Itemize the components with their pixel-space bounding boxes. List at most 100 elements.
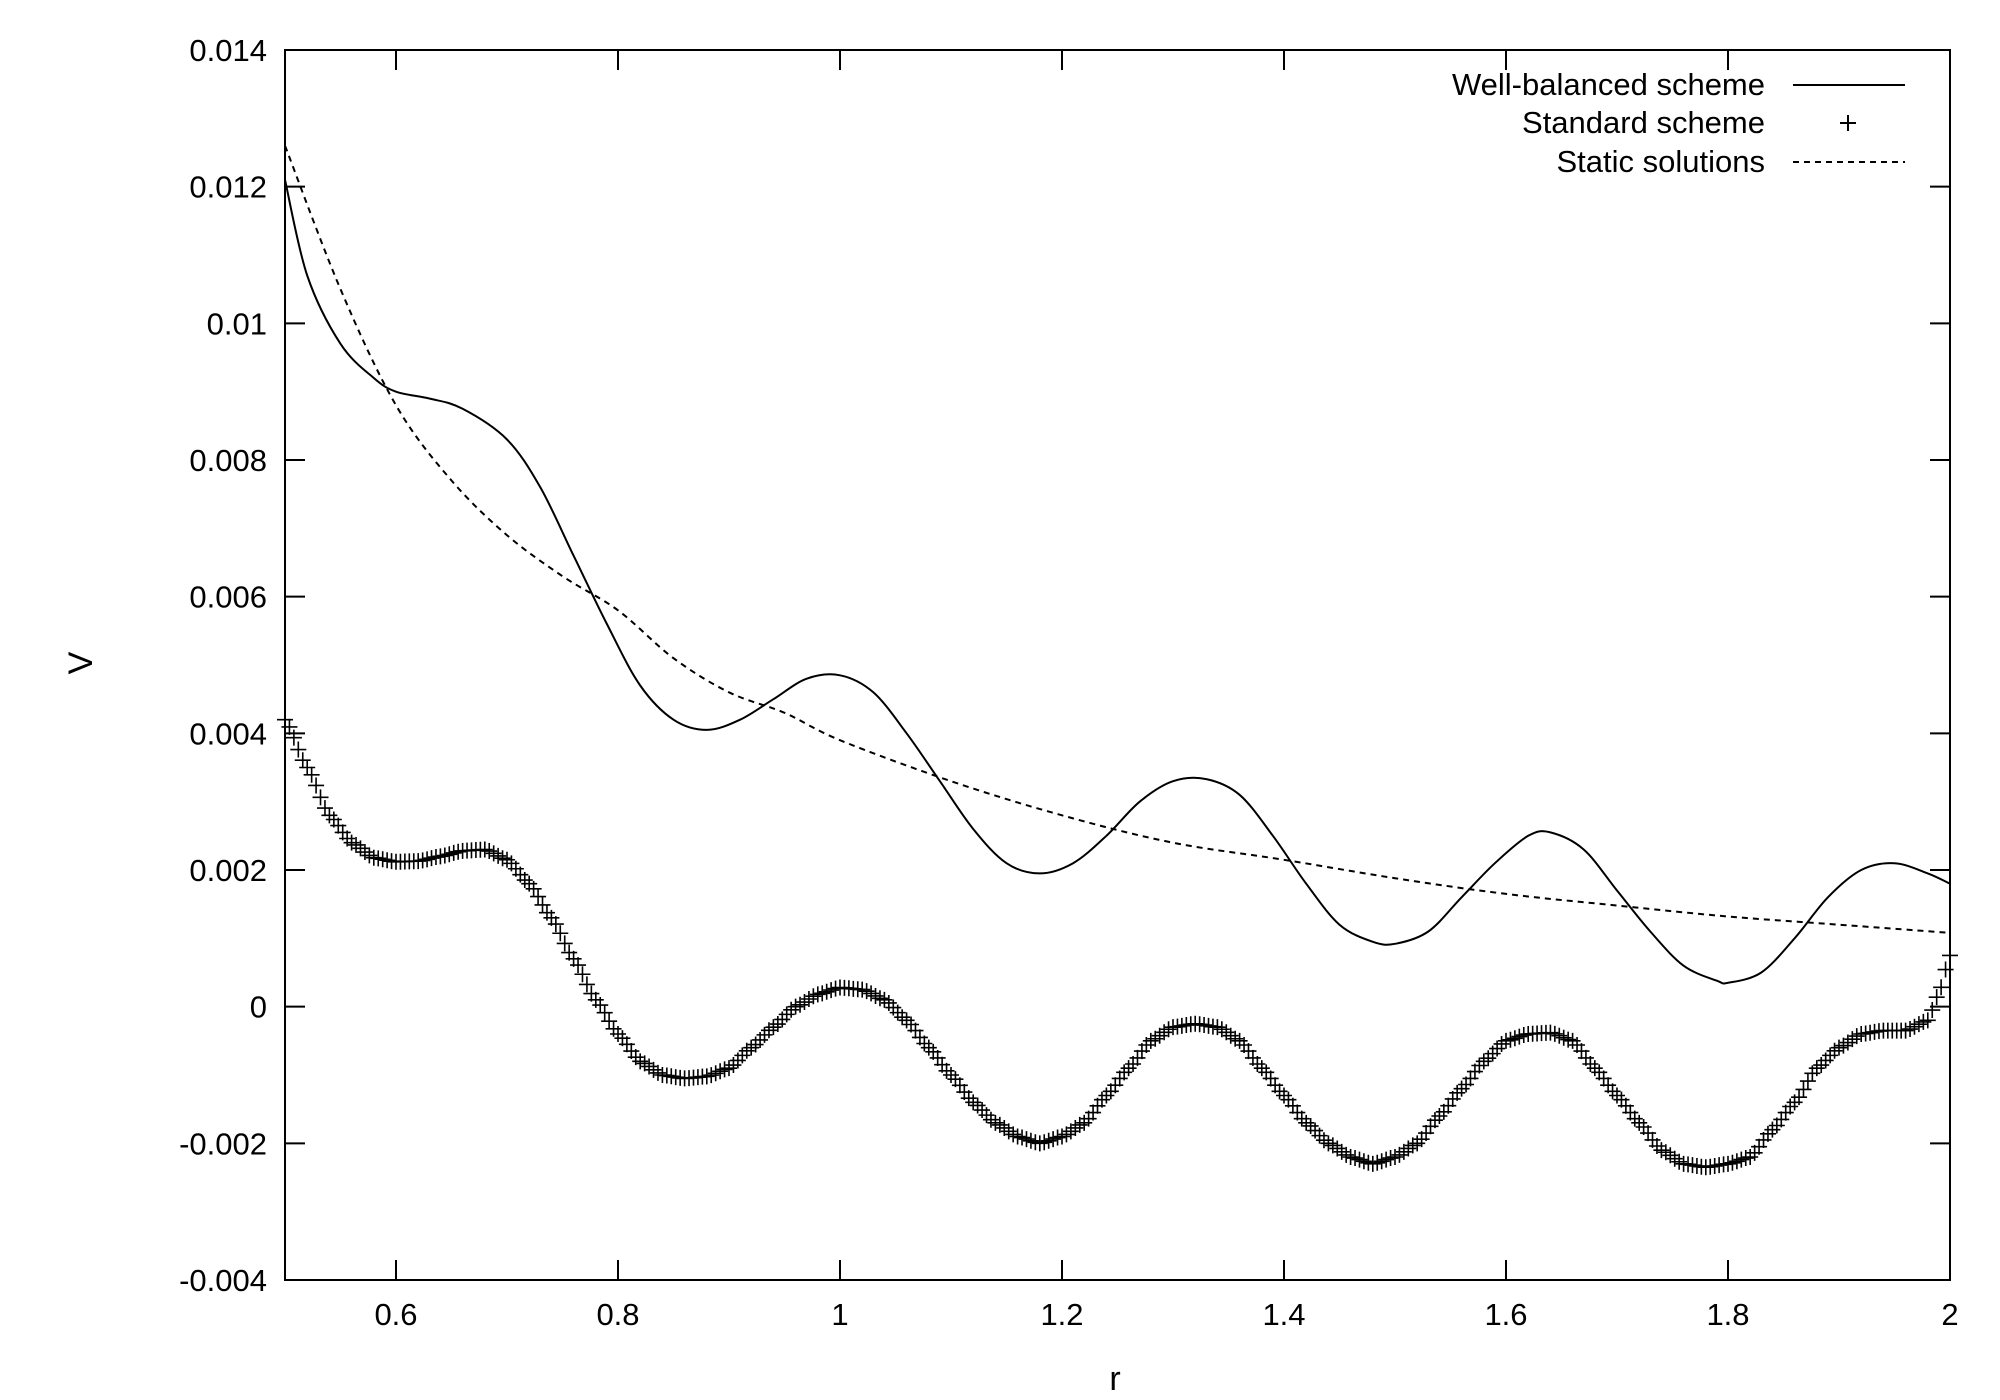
standard-scheme-point — [618, 1036, 635, 1053]
x-tick-label: 1 — [831, 1297, 848, 1332]
standard-scheme-point — [1910, 1016, 1927, 1033]
standard-scheme-point — [1506, 1030, 1523, 1047]
standard-scheme-point — [1271, 1083, 1288, 1100]
standard-scheme-point — [1475, 1053, 1492, 1070]
standard-scheme-point — [951, 1077, 968, 1094]
standard-scheme-point — [965, 1094, 982, 1111]
y-tick-label: -0.004 — [179, 1263, 267, 1298]
y-tick-label: 0 — [250, 990, 267, 1025]
standard-scheme-point — [516, 872, 533, 889]
standard-scheme-point — [760, 1022, 777, 1039]
standard-scheme-point — [330, 817, 347, 834]
standard-scheme-point — [1609, 1087, 1625, 1104]
standard-scheme-point — [1031, 1135, 1048, 1152]
standard-scheme-point — [348, 836, 365, 853]
standard-scheme-point — [1262, 1070, 1279, 1087]
standard-scheme-point — [578, 976, 595, 993]
standard-scheme-point — [1076, 1114, 1093, 1131]
standard-scheme-point — [1542, 1024, 1559, 1041]
standard-scheme-point — [818, 983, 835, 1000]
standard-scheme-point — [1586, 1060, 1603, 1077]
standard-scheme-markers — [277, 711, 1958, 1176]
standard-scheme-point — [871, 990, 888, 1007]
standard-scheme-point — [1000, 1123, 1017, 1140]
standard-scheme-point — [543, 909, 560, 926]
standard-scheme-point — [800, 990, 817, 1007]
standard-scheme-point — [1315, 1132, 1332, 1149]
standard-scheme-point — [1387, 1149, 1403, 1165]
standard-scheme-point — [991, 1116, 1008, 1133]
standard-scheme-point — [450, 843, 467, 860]
y-tick-label: 0.002 — [189, 853, 267, 888]
standard-scheme-point — [1302, 1117, 1319, 1134]
standard-scheme-point — [339, 830, 356, 847]
standard-scheme-point — [1058, 1126, 1075, 1143]
standard-scheme-point — [938, 1062, 955, 1079]
standard-scheme-point — [1347, 1150, 1364, 1167]
standard-scheme-point — [1737, 1150, 1754, 1167]
standard-scheme-point — [432, 848, 449, 865]
standard-scheme-point — [1728, 1153, 1745, 1170]
standard-scheme-point — [1014, 1129, 1031, 1146]
standard-scheme-point — [1471, 1057, 1488, 1074]
standard-scheme-point — [1120, 1060, 1137, 1077]
standard-scheme-point — [809, 986, 826, 1003]
standard-scheme-point — [796, 994, 813, 1011]
standard-scheme-point — [1156, 1024, 1173, 1041]
y-tick-label: 0.004 — [189, 716, 267, 751]
standard-scheme-point — [285, 729, 302, 746]
standard-scheme-point — [1240, 1043, 1257, 1060]
axis-ticks: 0.6 0.8 1 1.2 1.4 1.6 1.8 2 -0.004 -0.002 0 0.002 0.… — [179, 33, 1959, 1332]
standard-scheme-point — [738, 1042, 755, 1059]
standard-scheme-point — [303, 766, 320, 783]
standard-scheme-point — [960, 1090, 977, 1107]
standard-scheme-point — [294, 752, 311, 769]
standard-scheme-point — [996, 1119, 1013, 1136]
standard-scheme-point — [632, 1053, 649, 1070]
standard-scheme-point — [805, 988, 822, 1005]
standard-scheme-point — [1409, 1135, 1426, 1152]
standard-scheme-point — [1671, 1153, 1688, 1170]
standard-scheme-point — [854, 981, 871, 998]
standard-scheme-point — [858, 983, 875, 1000]
standard-scheme-point — [1431, 1108, 1448, 1124]
standard-scheme-point — [1564, 1032, 1581, 1049]
standard-scheme-point — [743, 1039, 760, 1056]
legend-label: Static solutions — [1557, 144, 1766, 179]
standard-scheme-point — [1324, 1137, 1341, 1154]
standard-scheme-point — [1404, 1137, 1421, 1154]
standard-scheme-point — [1036, 1134, 1053, 1151]
standard-scheme-point — [1355, 1153, 1372, 1170]
standard-scheme-point — [1733, 1151, 1750, 1168]
standard-scheme-point — [943, 1067, 959, 1083]
standard-scheme-point — [982, 1111, 999, 1128]
standard-scheme-point — [1022, 1132, 1039, 1149]
standard-scheme-point — [1333, 1143, 1350, 1160]
standard-scheme-point — [1493, 1035, 1510, 1052]
standard-scheme-point — [1831, 1039, 1847, 1056]
standard-scheme-point — [1338, 1146, 1355, 1163]
standard-scheme-point — [1342, 1149, 1359, 1165]
standard-scheme-point — [1582, 1056, 1599, 1073]
standard-scheme-point — [1511, 1028, 1528, 1045]
standard-scheme-point — [601, 1013, 618, 1030]
standard-scheme-point — [1462, 1070, 1479, 1087]
standard-scheme-point — [1919, 1012, 1936, 1029]
standard-scheme-point — [1764, 1121, 1781, 1138]
standard-scheme-point — [1227, 1030, 1244, 1047]
standard-scheme-point — [1293, 1110, 1310, 1127]
standard-scheme-point — [1648, 1138, 1665, 1155]
standard-scheme-point — [370, 850, 387, 867]
standard-scheme-point — [1351, 1151, 1368, 1168]
standard-scheme-point — [1924, 1002, 1941, 1019]
standard-scheme-point — [423, 850, 440, 867]
standard-scheme-point — [823, 982, 840, 999]
static-solutions-line — [284, 145, 1951, 934]
plot-frame — [284, 49, 1951, 1281]
standard-scheme-point — [374, 851, 391, 868]
standard-scheme-point — [929, 1049, 946, 1066]
standard-scheme-point — [716, 1061, 733, 1078]
standard-scheme-point — [1604, 1083, 1621, 1100]
standard-scheme-point — [414, 852, 431, 869]
